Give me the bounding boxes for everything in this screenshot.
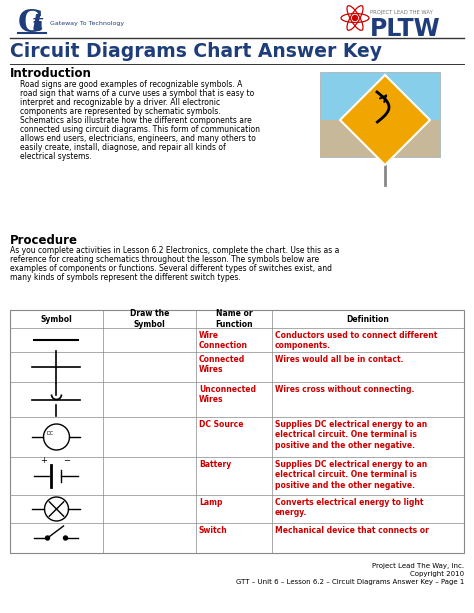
Text: Converts electrical energy to light
energy.: Converts electrical energy to light ener… — [275, 498, 423, 517]
Text: Lamp: Lamp — [199, 498, 222, 507]
Text: t: t — [32, 12, 44, 36]
Text: Copyright 2010: Copyright 2010 — [410, 571, 464, 577]
Text: electrical systems.: electrical systems. — [20, 152, 92, 161]
Text: Connected
Wires: Connected Wires — [199, 355, 245, 375]
Text: GTT – Unit 6 – Lesson 6.2 – Circuit Diagrams Answer Key – Page 1: GTT – Unit 6 – Lesson 6.2 – Circuit Diag… — [236, 579, 464, 585]
Text: easily create, install, diagnose, and repair all kinds of: easily create, install, diagnose, and re… — [20, 143, 226, 152]
Text: allows end users, electricians, engineers, and many others to: allows end users, electricians, engineer… — [20, 134, 256, 143]
Bar — [10, 310, 464, 553]
Text: PLTW: PLTW — [370, 17, 441, 41]
Text: Project Lead The Way, Inc.: Project Lead The Way, Inc. — [372, 563, 464, 569]
Text: Mechanical device that connects or: Mechanical device that connects or — [275, 526, 429, 535]
Circle shape — [353, 15, 357, 20]
Text: Introduction: Introduction — [10, 67, 92, 80]
Text: components are represented by schematic symbols.: components are represented by schematic … — [20, 107, 220, 116]
Text: G: G — [18, 8, 44, 39]
Text: Supplies DC electrical energy to an
electrical circuit. One terminal is
positive: Supplies DC electrical energy to an elec… — [275, 420, 427, 450]
Text: Symbol: Symbol — [41, 314, 73, 324]
Text: Definition: Definition — [346, 314, 390, 324]
Text: −: − — [64, 456, 71, 465]
Text: Wire
Connection: Wire Connection — [199, 331, 248, 351]
Circle shape — [46, 536, 49, 540]
Text: Gateway To Technology: Gateway To Technology — [50, 20, 124, 26]
Text: interpret and recognizable by a driver. All electronic: interpret and recognizable by a driver. … — [20, 98, 220, 107]
FancyBboxPatch shape — [320, 120, 440, 157]
Text: examples of components or functions. Several different types of switches exist, : examples of components or functions. Sev… — [10, 264, 332, 273]
Text: Schematics also illustrate how the different components are: Schematics also illustrate how the diffe… — [20, 116, 252, 125]
Text: Supplies DC electrical energy to an
electrical circuit. One terminal is
positive: Supplies DC electrical energy to an elec… — [275, 460, 427, 490]
Text: DC Source: DC Source — [199, 420, 244, 429]
Text: Wires cross without connecting.: Wires cross without connecting. — [275, 385, 414, 394]
Text: Wires would all be in contact.: Wires would all be in contact. — [275, 355, 403, 364]
Polygon shape — [340, 75, 430, 165]
Text: Battery: Battery — [199, 460, 231, 469]
Text: reference for creating schematics throughout the lesson. The symbols below are: reference for creating schematics throug… — [10, 255, 319, 264]
FancyBboxPatch shape — [320, 72, 440, 157]
Text: connected using circuit diagrams. This form of communication: connected using circuit diagrams. This f… — [20, 125, 260, 134]
Text: Road signs are good examples of recognizable symbols. A: Road signs are good examples of recogniz… — [20, 80, 242, 89]
Text: Unconnected
Wires: Unconnected Wires — [199, 385, 256, 405]
Text: road sign that warns of a curve uses a symbol that is easy to: road sign that warns of a curve uses a s… — [20, 89, 254, 98]
Text: many kinds of symbols represent the different switch types.: many kinds of symbols represent the diff… — [10, 273, 241, 282]
Text: Draw the
Symbol: Draw the Symbol — [130, 310, 169, 329]
Text: PROJECT LEAD THE WAY: PROJECT LEAD THE WAY — [370, 10, 433, 15]
Text: +: + — [40, 456, 47, 465]
Text: Procedure: Procedure — [10, 234, 78, 247]
Text: Conductors used to connect different
components.: Conductors used to connect different com… — [275, 331, 438, 351]
Circle shape — [64, 536, 67, 540]
Text: As you complete activities in Lesson 6.2 Electronics, complete the chart. Use th: As you complete activities in Lesson 6.2… — [10, 246, 339, 255]
Text: DC: DC — [46, 431, 54, 436]
Text: Name or
Function: Name or Function — [215, 310, 253, 329]
Text: Switch: Switch — [199, 526, 228, 535]
Text: Circuit Diagrams Chart Answer Key: Circuit Diagrams Chart Answer Key — [10, 42, 382, 61]
